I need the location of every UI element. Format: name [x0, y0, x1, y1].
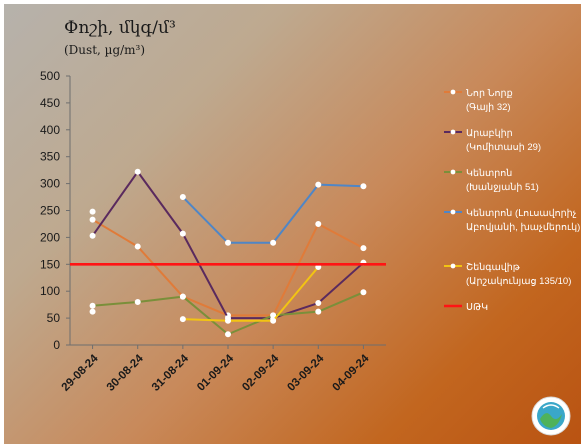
data-point: [270, 317, 277, 324]
data-point: [89, 232, 96, 239]
legend-label-sub: (Խանջյանի 51): [466, 182, 539, 193]
data-point: [360, 245, 367, 252]
chart-title: Փոշի, մկգ/մ³: [64, 18, 176, 38]
y-tick-label: 500: [40, 69, 60, 83]
line-chart: 0 50 100 150 200 250 300 350 400 450 500 29-08-24 30…: [40, 69, 580, 394]
data-point: [315, 220, 322, 227]
legend-label: Կենտրոն (Լուսավորիչ: [466, 208, 577, 219]
data-point: [89, 308, 96, 315]
x-tick-label: 01-09-24: [195, 352, 236, 393]
y-tick-label: 450: [40, 96, 60, 110]
legend-marker: [450, 263, 456, 269]
legend-label-sub: (Կոմիտասի 29): [466, 142, 541, 153]
legend-label-sub: (Արշակունյաց 135/10): [466, 276, 571, 287]
x-tick-label: 02-09-24: [240, 352, 281, 393]
chart-frame: Փոշի, մկգ/մ³ (Dust, µg/m³) 0 50 100 150 200 2…: [4, 4, 581, 444]
x-tick-label: 04-09-24: [331, 352, 372, 393]
series-line: [182, 266, 320, 322]
data-point: [89, 302, 96, 309]
legend-label: Նոր Նորք: [466, 88, 513, 99]
data-point: [89, 208, 96, 215]
legend-label: Կենտրոն: [466, 168, 512, 179]
data-point: [179, 316, 186, 323]
data-point: [224, 317, 231, 324]
data-point: [134, 243, 141, 250]
legend-label: Արաբկիր: [466, 128, 513, 139]
y-tick-label: 100: [40, 284, 60, 298]
y-tick-label: 400: [40, 123, 60, 137]
data-point: [134, 168, 141, 175]
legend-marker: [450, 89, 456, 95]
data-point: [360, 183, 367, 190]
legend-label-sub: Աբովյանի, խաչմերուկ): [466, 222, 580, 233]
y-tick-label: 50: [47, 311, 61, 325]
chart-subtitle: (Dust, µg/m³): [64, 43, 146, 57]
data-point: [179, 194, 186, 201]
y-tick-label: 0: [53, 338, 60, 352]
y-tick-label: 200: [40, 230, 60, 244]
data-point: [315, 181, 322, 188]
legend-label: ՍԹԿ: [466, 302, 488, 313]
series-line: [92, 218, 364, 317]
data-point: [315, 308, 322, 315]
y-tick-label: 350: [40, 150, 60, 164]
legend-label-sub: (Գայի 32): [466, 102, 511, 113]
data-point: [315, 300, 322, 307]
x-tick-label: 29-08-24: [60, 352, 101, 393]
data-point: [179, 230, 186, 237]
x-tick-label: 30-08-24: [105, 352, 146, 393]
y-tick-label: 150: [40, 257, 60, 271]
legend-marker: [450, 169, 456, 175]
legend-marker: [450, 129, 456, 135]
data-point: [89, 216, 96, 223]
y-tick-label: 300: [40, 177, 60, 191]
x-tick-label: 31-08-24: [150, 352, 191, 393]
data-point: [179, 293, 186, 300]
data-point: [270, 239, 277, 246]
legend-marker: [450, 209, 456, 215]
data-point: [134, 298, 141, 305]
legend-label: Շենգավիթ: [466, 262, 521, 273]
x-tick-label: 03-09-24: [285, 352, 326, 393]
data-point: [360, 289, 367, 296]
logo-icon: [531, 396, 571, 436]
y-tick-label: 250: [40, 204, 60, 218]
title-block: Փոշի, մկգ/մ³ (Dust, µg/m³): [64, 18, 176, 58]
data-point: [224, 331, 231, 338]
data-point: [224, 239, 231, 246]
